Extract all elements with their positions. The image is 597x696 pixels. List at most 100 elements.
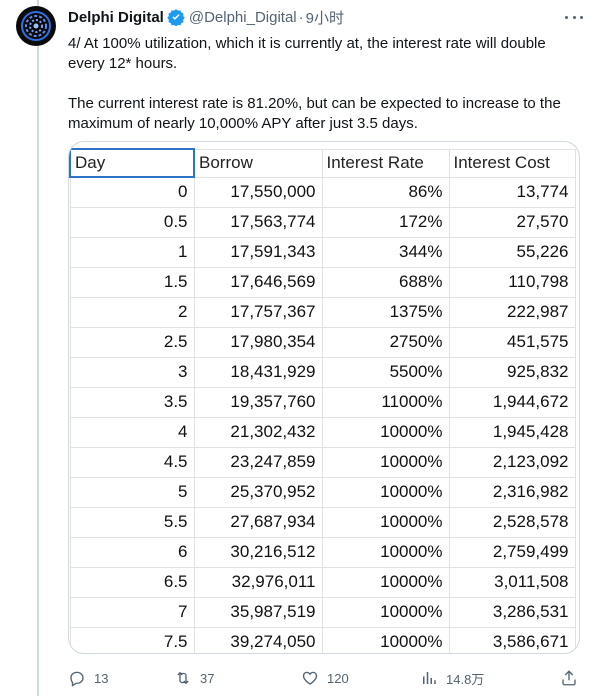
reply-button[interactable]: 13	[68, 669, 108, 687]
cell-interest-cost: 1,944,672	[448, 386, 576, 418]
cell-interest-rate: 10000%	[321, 626, 450, 653]
header-interest-rate: Interest Rate	[321, 148, 450, 178]
cell-interest-cost: 2,123,092	[448, 446, 576, 478]
cell-borrow: 23,247,859	[193, 446, 323, 478]
cell-interest-rate: 10000%	[321, 506, 450, 538]
cell-interest-cost: 2,528,578	[448, 506, 576, 538]
tweet-header: Delphi Digital @Delphi_Digital · 9小时	[68, 0, 583, 34]
cell-interest-cost: 55,226	[448, 236, 576, 268]
cell-borrow: 17,550,000	[193, 176, 323, 208]
cell-interest-rate: 10000%	[321, 536, 450, 568]
avatar[interactable]	[16, 6, 56, 46]
cell-interest-cost: 13,774	[448, 176, 576, 208]
retweet-button[interactable]: 37	[174, 669, 214, 687]
action-bar: 13 37 120 14.8万	[68, 664, 583, 692]
table-row: 5 25,370,952 10000% 2,316,982	[69, 476, 576, 508]
cell-interest-rate: 10000%	[321, 446, 450, 478]
cell-day: 2	[69, 296, 195, 328]
like-button[interactable]: 120	[301, 669, 349, 687]
cell-day: 3	[69, 356, 195, 388]
header-borrow: Borrow	[193, 148, 323, 178]
tweet-time[interactable]: 9小时	[305, 9, 344, 27]
cell-borrow: 25,370,952	[193, 476, 323, 508]
author-handle[interactable]: @Delphi_Digital	[188, 8, 297, 26]
cell-day: 7	[69, 596, 195, 628]
author-name[interactable]: Delphi Digital	[68, 8, 164, 26]
table-row: 6 30,216,512 10000% 2,759,499	[69, 536, 576, 568]
table-row: 6.5 32,976,011 10000% 3,011,508	[69, 566, 576, 598]
tweet-media-image[interactable]: Day Borrow Interest Rate Interest Cost 0…	[68, 141, 580, 654]
header-interest-cost: Interest Cost	[448, 148, 576, 178]
table-row: 4 21,302,432 10000% 1,945,428	[69, 416, 576, 448]
cell-borrow: 32,976,011	[193, 566, 323, 598]
cell-interest-rate: 344%	[321, 236, 450, 268]
cell-interest-cost: 222,987	[448, 296, 576, 328]
cell-day: 0.5	[69, 206, 195, 238]
like-count: 120	[327, 670, 349, 686]
delphi-logo-icon	[21, 11, 51, 41]
table-row: 7.5 39,274,050 10000% 3,586,671	[69, 626, 576, 653]
table-row: 1.5 17,646,569 688% 110,798	[69, 266, 576, 298]
cell-interest-cost: 27,570	[448, 206, 576, 238]
table-row: 1 17,591,343 344% 55,226	[69, 236, 576, 268]
cell-borrow: 27,687,934	[193, 506, 323, 538]
cell-day: 5.5	[69, 506, 195, 538]
cell-borrow: 18,431,929	[193, 356, 323, 388]
cell-borrow: 17,591,343	[193, 236, 323, 268]
cell-borrow: 17,646,569	[193, 266, 323, 298]
cell-borrow: 17,563,774	[193, 206, 323, 238]
cell-interest-rate: 10000%	[321, 476, 450, 508]
spreadsheet-table: Day Borrow Interest Rate Interest Cost 0…	[69, 148, 579, 653]
share-button[interactable]	[560, 669, 578, 687]
views-button[interactable]: 14.8万	[420, 669, 484, 688]
table-body: 0 17,550,000 86% 13,774 0.5 17,563,774 172% 27,…	[69, 176, 576, 653]
cell-day: 7.5	[69, 626, 195, 653]
verified-badge-icon	[167, 8, 185, 26]
cell-borrow: 30,216,512	[193, 536, 323, 568]
cell-day: 3.5	[69, 386, 195, 418]
cell-day: 1	[69, 236, 195, 268]
cell-interest-cost: 3,011,508	[448, 566, 576, 598]
views-icon	[423, 672, 436, 684]
reply-icon	[70, 671, 84, 687]
thread-line	[37, 0, 39, 696]
retweet-count: 37	[200, 670, 215, 686]
tweet-paragraph-2: The current interest rate is 81.20%, but…	[68, 95, 561, 132]
table-row: 0.5 17,563,774 172% 27,570	[69, 206, 576, 238]
cell-borrow: 21,302,432	[193, 416, 323, 448]
cell-borrow: 39,274,050	[193, 626, 323, 653]
cell-interest-cost: 3,286,531	[448, 596, 576, 628]
table-row: 2 17,757,367 1375% 222,987	[69, 296, 576, 328]
cell-borrow: 35,987,519	[193, 596, 323, 628]
cell-borrow: 17,980,354	[193, 326, 323, 358]
cell-day: 1.5	[69, 266, 195, 298]
cell-interest-rate: 5500%	[321, 356, 450, 388]
tweet: Delphi Digital @Delphi_Digital · 9小时 4/ …	[68, 0, 583, 134]
share-icon	[562, 670, 576, 686]
cell-interest-rate: 86%	[321, 176, 450, 208]
cell-interest-rate: 172%	[321, 206, 450, 238]
cell-interest-cost: 110,798	[448, 266, 576, 298]
table-row: 3.5 19,357,760 11000% 1,944,672	[69, 386, 576, 418]
cell-borrow: 17,757,367	[193, 296, 323, 328]
separator-dot: ·	[298, 8, 304, 26]
cell-interest-rate: 10000%	[321, 566, 450, 598]
cell-day: 5	[69, 476, 195, 508]
cell-day: 6.5	[69, 566, 195, 598]
cell-interest-cost: 925,832	[448, 356, 576, 388]
table-row: 4.5 23,247,859 10000% 2,123,092	[69, 446, 576, 478]
cell-day: 4	[69, 416, 195, 448]
cell-interest-rate: 11000%	[321, 386, 450, 418]
cell-day: 2.5	[69, 326, 195, 358]
more-dots-icon[interactable]	[565, 10, 583, 24]
table-row: 0 17,550,000 86% 13,774	[69, 176, 576, 208]
cell-interest-cost: 451,575	[448, 326, 576, 358]
cell-interest-rate: 2750%	[321, 326, 450, 358]
table-row: 2.5 17,980,354 2750% 451,575	[69, 326, 576, 358]
tweet-text: 4/ At 100% utilization, which it is curr…	[68, 34, 583, 134]
cell-interest-rate: 10000%	[321, 596, 450, 628]
cell-interest-cost: 1,945,428	[448, 416, 576, 448]
cell-interest-rate: 1375%	[321, 296, 450, 328]
cell-interest-rate: 688%	[321, 266, 450, 298]
table-row: 3 18,431,929 5500% 925,832	[69, 356, 576, 388]
